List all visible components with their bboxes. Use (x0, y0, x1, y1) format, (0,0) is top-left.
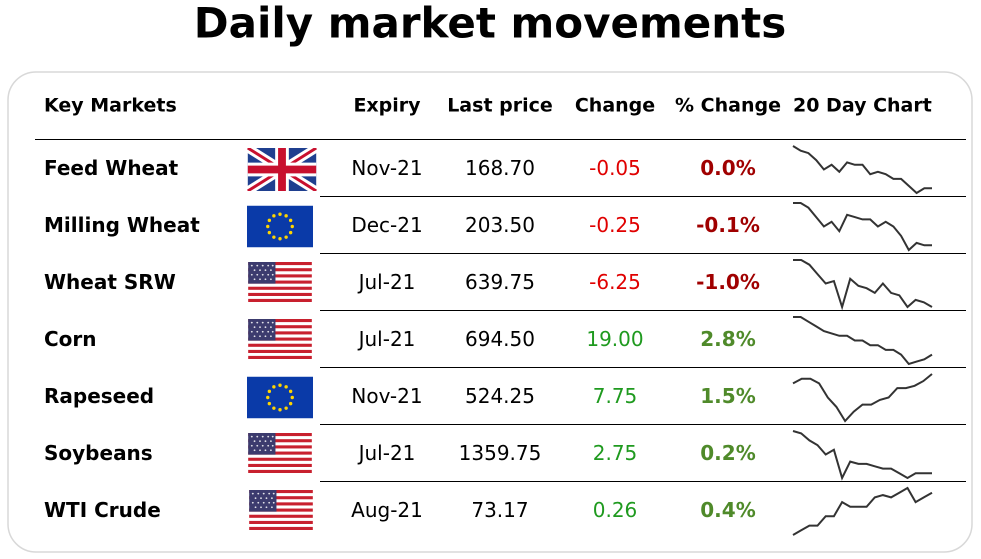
last-price: 203.50 (465, 213, 535, 237)
sparkline (792, 145, 932, 195)
expiry: Aug-21 (351, 498, 423, 522)
change: 19.00 (586, 327, 643, 351)
expiry: Jul-21 (357, 441, 416, 465)
last-price: 524.25 (465, 384, 535, 408)
pct-change: -0.1% (696, 213, 760, 237)
column-header: 20 Day Chart (793, 95, 932, 117)
flag (247, 376, 313, 419)
change: -6.25 (589, 270, 641, 294)
market-name: Soybeans (44, 441, 153, 465)
column-header: Key Markets (44, 95, 177, 117)
column-header: Change (575, 95, 655, 117)
pct-change: 2.8% (700, 327, 755, 351)
flag (248, 262, 312, 302)
last-price: 1359.75 (459, 441, 542, 465)
market-name: WTI Crude (44, 498, 161, 522)
sparkline (792, 486, 933, 536)
pct-change: 0.0% (700, 156, 755, 180)
expiry: Nov-21 (351, 384, 422, 408)
sparkline (792, 430, 932, 481)
pct-change: -1.0% (696, 270, 760, 294)
flag (248, 319, 312, 359)
change: -0.05 (589, 156, 641, 180)
sparkline (793, 259, 933, 311)
column-header: Expiry (353, 95, 421, 117)
last-price: 168.70 (465, 156, 535, 180)
change: 0.26 (593, 498, 638, 522)
flag (249, 490, 313, 530)
sparkline (793, 202, 932, 252)
expiry: Jul-21 (357, 327, 416, 351)
column-header: % Change (675, 95, 781, 117)
sparkline (792, 373, 933, 423)
pct-change: 0.4% (700, 498, 755, 522)
flag (247, 205, 313, 248)
change: 7.75 (593, 384, 638, 408)
expiry: Jul-21 (357, 270, 416, 294)
pct-change: 0.2% (700, 441, 755, 465)
last-price: 639.75 (465, 270, 535, 294)
market-name: Corn (44, 327, 97, 351)
market-name: Feed Wheat (44, 156, 179, 180)
pct-change: 1.5% (700, 384, 755, 408)
market-name: Milling Wheat (44, 213, 200, 237)
column-header: Last price (447, 95, 553, 117)
market-name: Wheat SRW (44, 270, 176, 294)
flag (248, 148, 316, 191)
expiry: Dec-21 (351, 213, 422, 237)
change: 2.75 (593, 441, 638, 465)
expiry: Nov-21 (351, 156, 422, 180)
flag (248, 433, 312, 473)
market-name: Rapeseed (44, 384, 154, 408)
last-price: 694.50 (465, 327, 535, 351)
change: -0.25 (589, 213, 641, 237)
last-price: 73.17 (471, 498, 528, 522)
table-panel (7, 71, 973, 553)
page-title: Daily market movements (194, 0, 787, 48)
sparkline (793, 316, 933, 366)
